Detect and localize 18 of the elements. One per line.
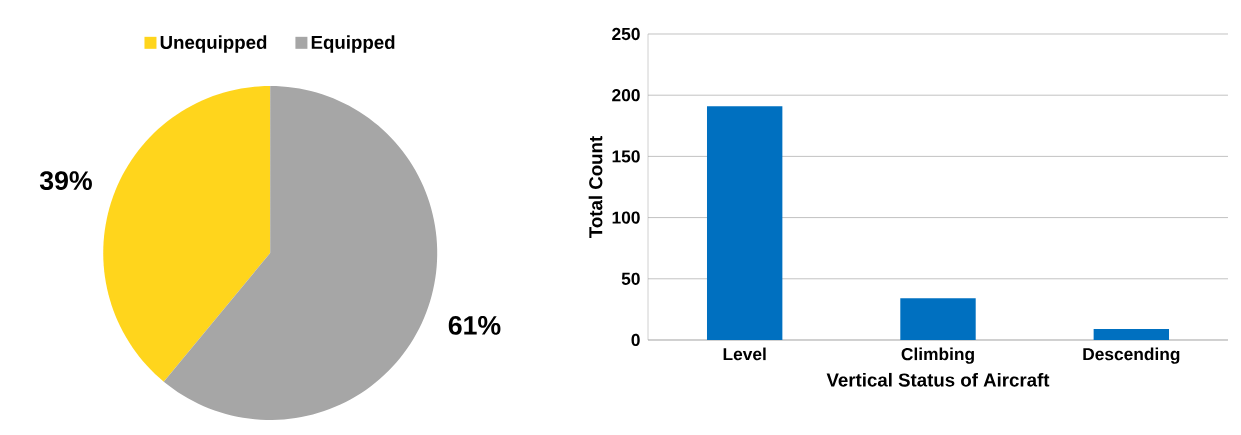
bar — [1093, 328, 1170, 340]
y-tick-label: 50 — [621, 272, 640, 285]
x-axis-title: Vertical Status of Aircraft — [826, 372, 1050, 387]
y-tick-label: 200 — [612, 89, 640, 102]
legend-label: Equipped — [311, 35, 395, 53]
x-tick-label: Level — [723, 347, 766, 361]
x-tick-label: Descending — [1083, 347, 1180, 364]
x-tick-label: Climbing — [901, 347, 974, 364]
y-tick-label: 250 — [612, 27, 640, 41]
y-tick-label: 100 — [612, 211, 640, 224]
bar — [900, 298, 976, 340]
y-tick-label: 150 — [612, 150, 640, 163]
legend-label: Unequipped — [160, 35, 267, 53]
data-label: 61% — [448, 315, 501, 335]
bar — [706, 106, 783, 340]
data-label: 39% — [39, 171, 92, 191]
y-tick-label: 0 — [631, 333, 640, 347]
y-axis-title: Total Count — [588, 136, 603, 238]
